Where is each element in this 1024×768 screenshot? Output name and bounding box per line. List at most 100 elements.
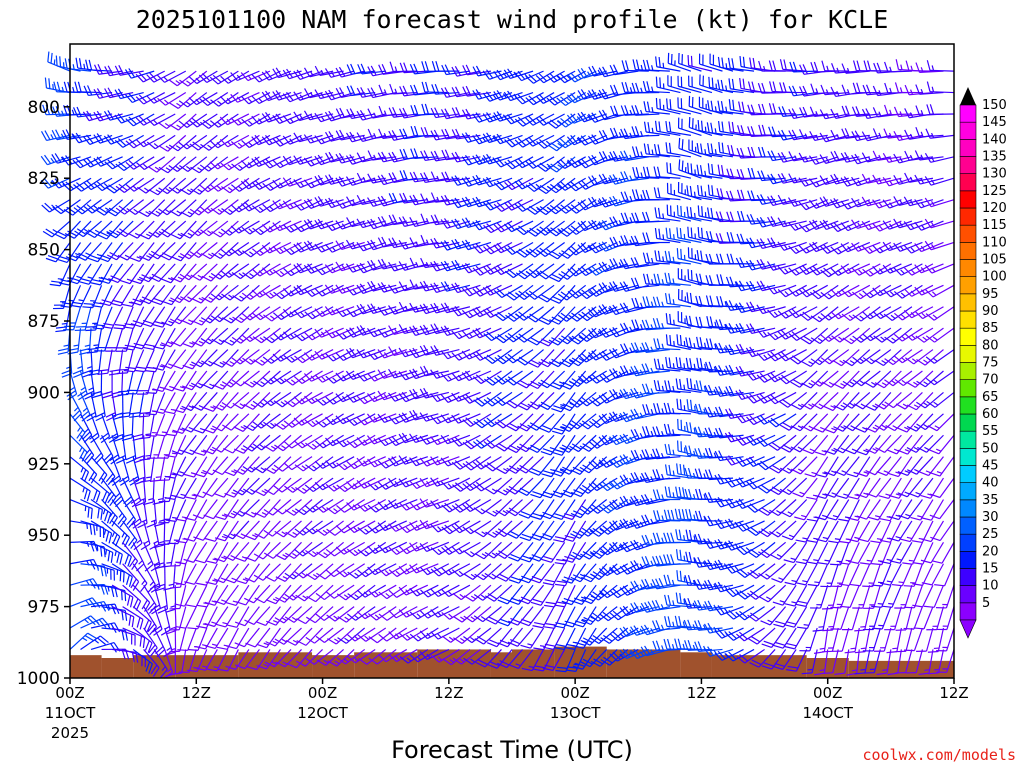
wind-barb-127 [105,392,117,422]
wind-barb-117 [83,177,113,191]
wind-barb-613 [265,606,292,626]
wind-barb-1626 [655,97,681,115]
colorbar-label-40: 40 [982,476,999,491]
wind-barb-1312 [530,584,555,606]
wind-barb-670 [285,627,313,646]
wind-barb-565 [251,177,281,190]
wind-barb-537 [240,177,271,190]
wind-barb-629 [272,349,302,362]
wind-barb-754 [315,627,344,643]
wind-barb-209 [123,349,145,373]
wind-barb-541 [242,263,271,280]
wind-barb-437 [202,434,229,455]
wind-barb-39 [63,306,82,331]
colorbar-cell-100 [959,276,977,295]
wind-barb-633 [274,434,302,452]
wind-barb-427 [200,220,229,237]
wind-barb-4 [40,154,71,166]
x-tick-date-0: 11OCT [45,704,96,722]
wind-barb-150 [99,284,124,307]
wind-barb-237 [134,349,155,373]
colorbar-label-55: 55 [982,424,999,439]
wind-barb-212 [132,413,145,441]
wind-barb-544 [241,327,271,343]
colorbar-label-45: 45 [982,459,999,474]
colorbar-label-10: 10 [982,579,999,594]
wind-barb-222 [143,627,158,657]
wind-barb-705 [303,177,334,189]
wind-barb-138 [111,627,136,646]
wind-barb-367 [178,134,208,150]
wind-barb-480 [220,156,250,171]
wind-barb-720 [304,498,334,513]
wind-barb-359 [174,563,197,586]
wind-barb-436 [203,413,229,434]
wind-barb-742 [314,370,344,383]
colorbar-label-95: 95 [982,287,999,302]
wind-barb-346 [170,284,197,304]
wind-barb-378 [181,370,208,391]
wind-barb-234 [130,284,155,306]
wind-barb-464 [212,413,239,432]
wind-barb-1810 [714,450,744,462]
wind-barb-683 [293,306,323,319]
wind-barb-362 [177,627,197,652]
wind-barb-92 [75,242,103,261]
wind-barb-611 [264,563,292,582]
wind-barb-748 [315,499,344,513]
wind-barb-44 [79,413,93,443]
wind-barb-130 [110,456,122,486]
wind-barb-1885 [745,259,776,271]
wind-barb-197 [114,88,144,100]
wind-barb-166 [122,627,146,649]
wind-barb-454 [210,199,239,215]
wind-barb-133 [111,520,130,548]
wind-barb-338 [169,113,197,131]
wind-barb-314 [158,199,187,216]
wind-barb-487 [221,306,250,324]
wind-barb-35 [54,220,81,240]
wind-barb-634 [273,456,302,472]
wind-barb-311 [158,134,187,152]
wind-barb-516 [231,327,260,344]
wind-barb-2355 [925,128,955,139]
wind-barb-363 [178,649,197,673]
wind-barb-182 [117,370,134,396]
wind-barb-262 [139,284,166,305]
wind-barb-189 [132,520,143,551]
wind-barb-715 [304,391,334,405]
wind-barb-478 [219,113,250,126]
wind-barb-95 [85,306,103,332]
colorbar-cell-25 [959,533,977,552]
wind-barb-470 [214,541,239,563]
wind-barb-365 [178,92,208,108]
wind-barb-1549 [619,258,649,270]
credit-text: coolwx.com/models [862,746,1016,764]
wind-barb-596 [261,241,292,254]
wind-barb-20 [69,498,93,519]
wind-barb-747 [314,477,344,491]
wind-barb-344 [171,242,197,262]
wind-barb-588 [261,70,292,81]
wind-barb-183 [118,392,134,419]
wind-barb-688 [293,413,323,426]
wind-barb-577 [252,434,281,451]
wind-barb-352 [172,413,197,435]
wind-barb-2328 [914,150,944,161]
wind-barb-296 [155,413,176,437]
surface-block-7 [417,649,491,678]
wind-barb-19 [69,477,91,502]
chart-title: 2025101100 NAM forecast wind profile (kt… [136,5,889,34]
wind-barb-1881 [747,167,776,179]
wind-barb-2292 [903,584,923,609]
wind-barb-2357 [924,176,955,186]
wind-barb-152 [105,327,124,352]
wind-barb-490 [221,370,250,388]
y-tick-label-850: 850 [28,241,60,261]
wind-barb-211 [129,392,145,418]
y-tick-label-800: 800 [28,98,60,118]
wind-barb-522 [233,456,260,475]
wind-barb-410 [193,456,218,478]
wind-barb-193 [132,606,152,633]
wind-barb-547 [243,391,271,410]
